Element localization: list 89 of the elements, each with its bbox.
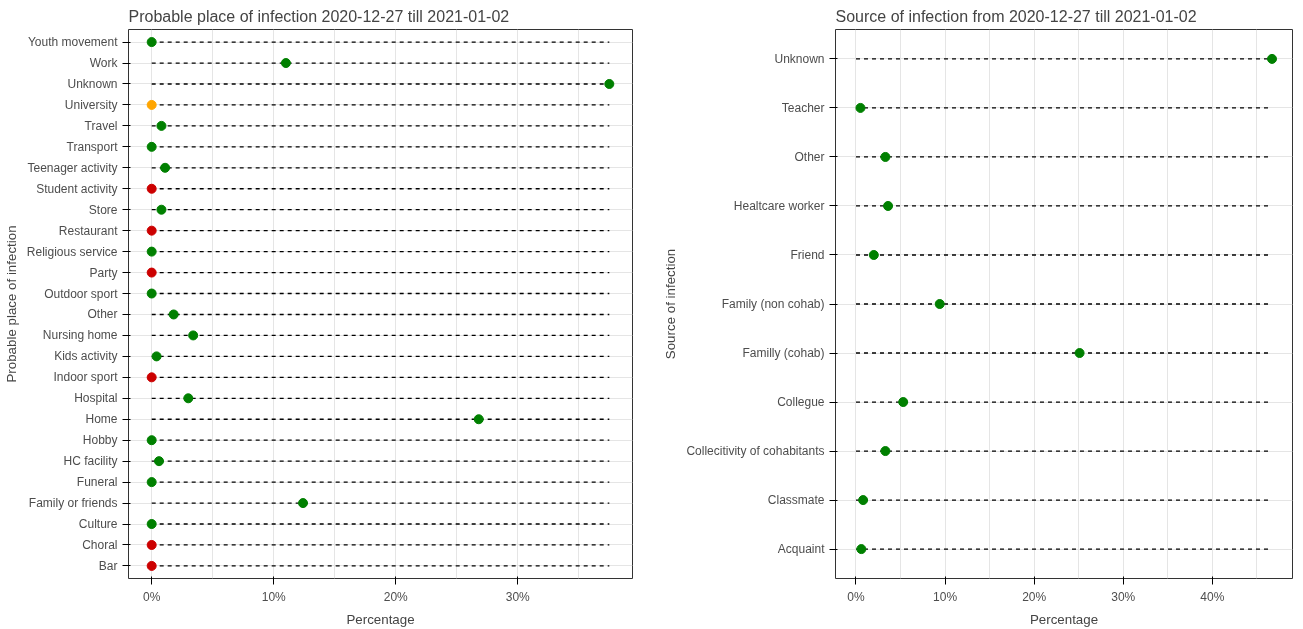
point [146, 435, 157, 446]
point [880, 151, 891, 162]
y-tick-label: Family (non cohab) [721, 297, 825, 311]
y-tick-label: Choral [82, 537, 118, 552]
point [868, 249, 879, 260]
y-tick-label: Collegue [777, 395, 825, 410]
y-axis-title: Source of infection [663, 248, 679, 360]
x-tick-label: 20% [1022, 589, 1047, 604]
x-tick-label: 0% [847, 589, 865, 604]
point [146, 99, 157, 110]
point [146, 477, 157, 488]
x-tick-label: 0% [143, 589, 161, 604]
point [883, 200, 894, 211]
y-tick-label: University [64, 97, 118, 112]
y-tick-label: Family or friends [28, 496, 118, 511]
y-tick-label: Teacher [781, 100, 825, 115]
y-tick-label: HC facility [63, 454, 118, 469]
point [154, 456, 165, 467]
y-tick-label: Student activity [36, 181, 118, 196]
y-tick-label: Restaurant [58, 223, 119, 238]
point [188, 330, 199, 341]
point [298, 498, 309, 509]
y-tick-label: Acquaint [777, 542, 826, 557]
y-tick-label: Unknown [774, 51, 825, 66]
point [146, 372, 157, 383]
point [146, 288, 157, 299]
point [146, 37, 157, 48]
x-tick-label: 10% [261, 589, 287, 604]
y-tick-label: Indoor sport [53, 370, 119, 385]
y-tick-label: Store [88, 202, 118, 217]
point [156, 120, 167, 131]
point [146, 183, 157, 194]
point [156, 204, 167, 215]
point [858, 495, 869, 506]
chart-title: Probable place of infection 2020-12-27 till 2021-01-02 [128, 7, 510, 25]
y-tick-label: Travel [84, 118, 118, 133]
y-tick-label: Friend [790, 247, 825, 262]
y-tick-label: Other [87, 307, 118, 322]
y-tick-label: Teenager activity [27, 160, 118, 175]
point [934, 299, 945, 309]
point [160, 162, 171, 173]
y-tick-label: Transport [66, 139, 119, 154]
point [898, 397, 909, 408]
y-tick-label: Other [794, 149, 825, 164]
y-tick-label: Kids activity [54, 349, 118, 364]
x-axis-title: Percentage [1029, 611, 1099, 627]
point [1267, 53, 1278, 64]
point [280, 58, 291, 69]
x-axis-title: Percentage [346, 611, 415, 627]
y-tick-label: Work [89, 56, 119, 71]
point [473, 414, 484, 425]
y-tick-label: Funeral [76, 475, 118, 490]
point [146, 539, 157, 550]
y-tick-label: Bar [98, 558, 118, 573]
point [855, 102, 866, 113]
x-tick-label: 10% [933, 589, 958, 604]
y-tick-label: Healtcare worker [733, 198, 825, 213]
point [604, 78, 615, 89]
point [146, 560, 157, 571]
point [168, 309, 179, 320]
y-tick-label: Hobby [82, 433, 118, 448]
point [146, 225, 157, 236]
y-tick-label: Youth movement [27, 35, 119, 50]
x-tick-label: 30% [505, 589, 531, 604]
point [880, 446, 891, 457]
x-tick-label: 20% [383, 589, 409, 604]
y-tick-label: Familly (cohab) [742, 346, 825, 361]
point [151, 351, 162, 362]
point [146, 246, 157, 257]
y-tick-label: Unknown [67, 76, 118, 91]
y-tick-label: Home [85, 412, 118, 427]
y-tick-label: Collecitivity of cohabitants [686, 444, 825, 459]
y-tick-label: Nursing home [42, 328, 118, 343]
chart-title: Source of infection from 2020-12-27 till 2021-01-02 [835, 7, 1197, 25]
y-tick-label: Outdoor sport [44, 286, 119, 301]
point [146, 141, 157, 152]
y-axis-title: Probable place of infection [3, 225, 19, 383]
point [856, 544, 867, 555]
y-tick-label: Hospital [74, 391, 118, 406]
point [1074, 348, 1085, 359]
y-tick-label: Classmate [767, 493, 825, 508]
x-tick-label: 30% [1111, 589, 1136, 604]
y-tick-label: Party [89, 265, 118, 280]
y-tick-label: Religious service [26, 244, 118, 259]
point [146, 267, 157, 278]
y-tick-label: Culture [78, 517, 118, 532]
point [183, 393, 194, 404]
point [146, 519, 157, 530]
x-tick-label: 40% [1200, 589, 1225, 604]
